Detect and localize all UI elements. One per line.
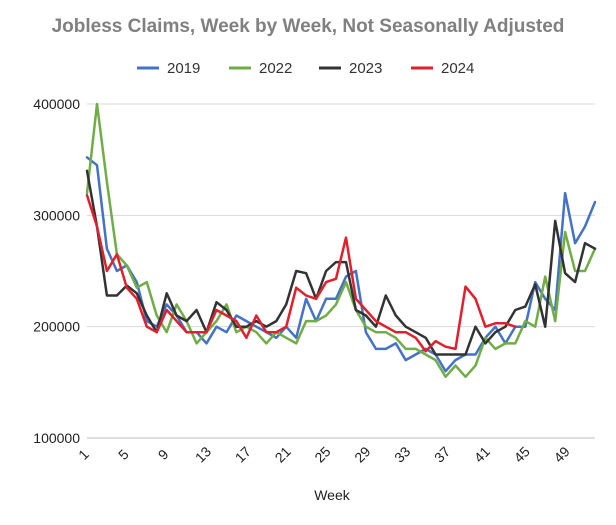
series-line-2024 <box>85 194 517 353</box>
x-tick-label: 33 <box>391 443 413 465</box>
y-tick-label: 400000 <box>33 96 80 112</box>
y-tick-label: 100000 <box>33 430 80 446</box>
series-line-2019 <box>85 156 597 373</box>
x-tick-label: 5 <box>115 446 132 463</box>
chart-title: Jobless Claims, Week by Week, Not Season… <box>51 16 565 37</box>
x-tick-label: 9 <box>155 446 172 463</box>
series-lines <box>85 102 597 379</box>
x-axis-title: Week <box>314 487 351 503</box>
x-tick-label: 1 <box>75 446 92 463</box>
x-tick-label: 37 <box>431 443 453 465</box>
legend: 2019 2022 2023 2024 <box>137 60 474 77</box>
x-tick-label: 17 <box>232 443 254 465</box>
x-tick-label: 45 <box>511 443 533 465</box>
gridlines <box>87 103 595 439</box>
series-line-2022 <box>85 102 597 379</box>
axes: 100000 200000 300000 400000 1 5 9 13 17 21 25 29 33 3… <box>33 96 595 466</box>
legend-label-2023: 2023 <box>349 60 382 77</box>
x-tick-label: 29 <box>351 443 373 465</box>
legend-label-2022: 2022 <box>259 60 292 77</box>
x-tick-label: 41 <box>471 443 493 465</box>
y-tick-label: 200000 <box>33 319 80 335</box>
legend-label-2024: 2024 <box>441 60 474 77</box>
x-tick-label: 25 <box>311 443 333 465</box>
x-tick-label: 21 <box>272 443 294 465</box>
legend-label-2019: 2019 <box>167 60 200 77</box>
y-tick-label: 300000 <box>33 207 80 223</box>
x-tick-label: 13 <box>192 443 214 465</box>
x-tick-label: 49 <box>550 443 572 465</box>
